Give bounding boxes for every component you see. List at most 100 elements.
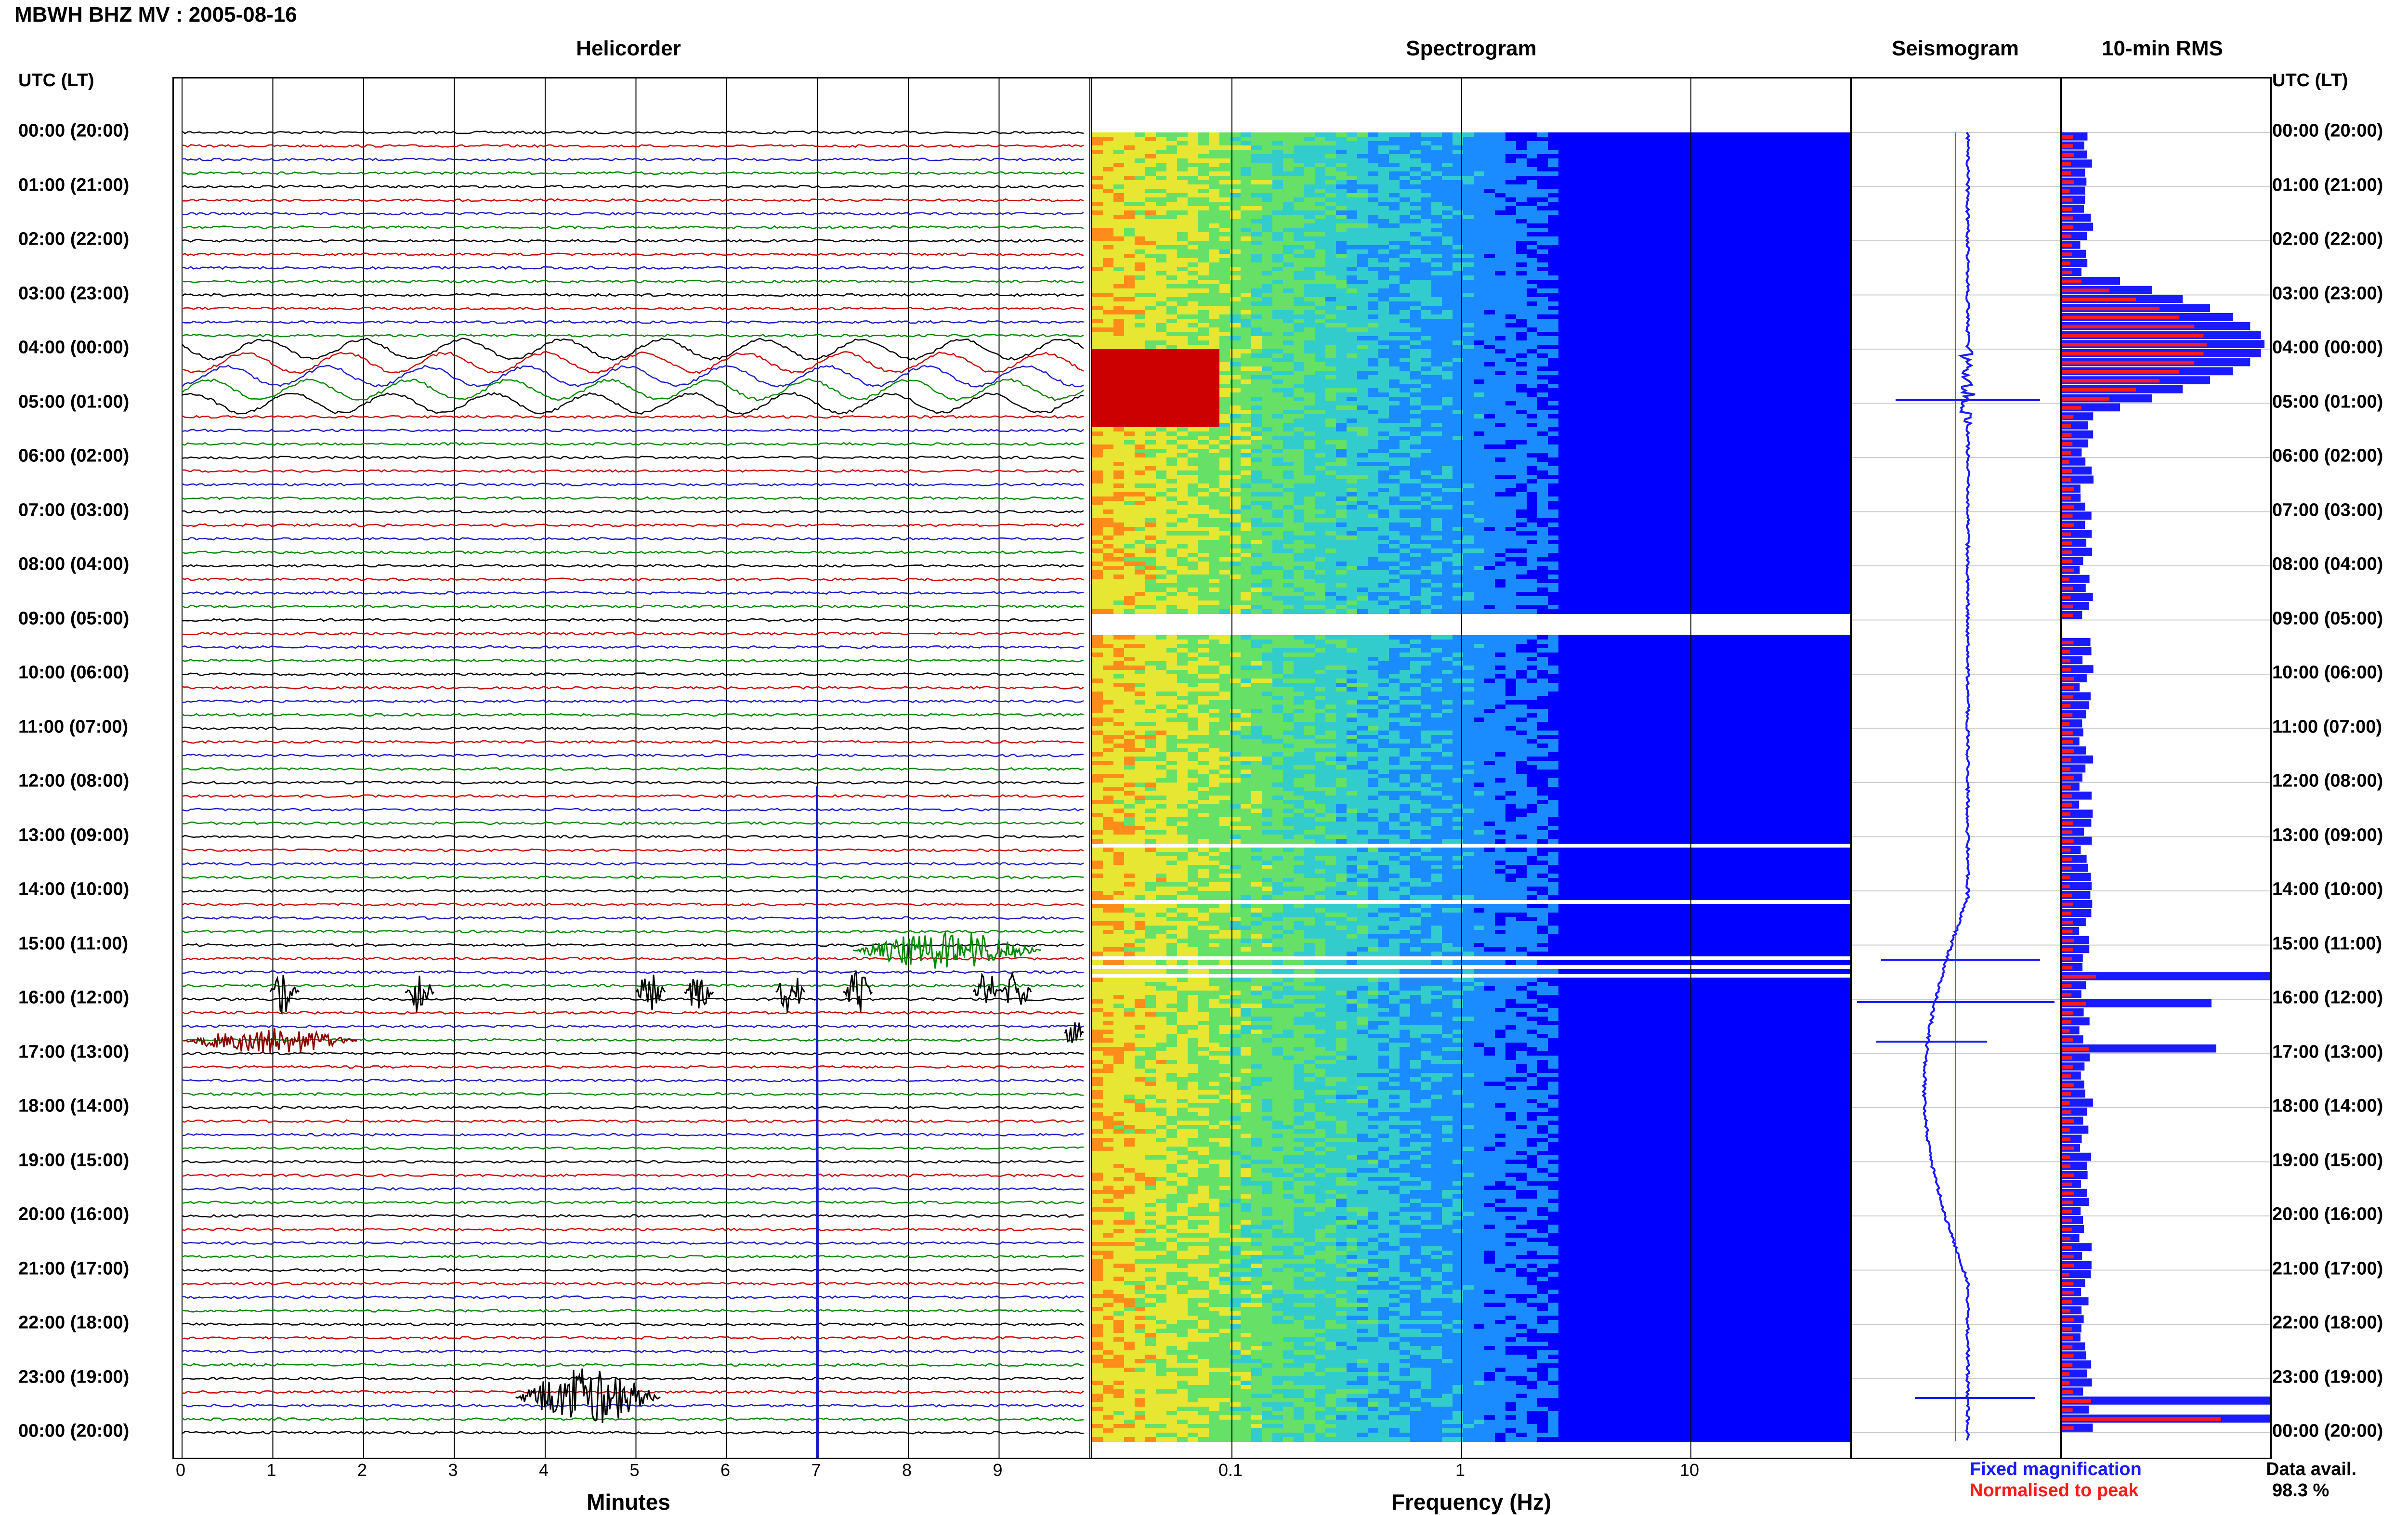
spectrogram-cell	[1421, 293, 1432, 298]
spectrogram-cell	[1177, 405, 1188, 410]
spectrogram-cell	[1209, 232, 1220, 237]
spectrogram-cell	[1834, 327, 1845, 332]
spectrogram-cell	[1113, 223, 1125, 228]
spectrogram-cell	[1675, 323, 1686, 328]
spectrogram-cell	[1527, 293, 1538, 298]
spectrogram-cell	[1601, 410, 1612, 415]
spectrogram-cell	[1474, 219, 1485, 224]
spectrogram-cell	[1527, 392, 1538, 397]
spectrogram-cell	[1145, 310, 1156, 315]
spectrogram-cell	[1792, 392, 1803, 397]
spectrogram-cell	[1219, 384, 1230, 389]
spectrogram-cell	[1368, 401, 1379, 406]
spectrogram-cell	[1601, 228, 1612, 233]
spectrogram-cell	[1304, 232, 1315, 237]
spectrogram-cell	[1505, 245, 1517, 250]
spectrogram-cell	[1389, 241, 1400, 246]
spectrogram-cell	[1717, 197, 1728, 202]
spectrogram-cell	[1527, 375, 1538, 380]
spectrogram-cell	[1527, 262, 1538, 267]
spectrogram-cell	[1410, 228, 1421, 233]
spectrogram-cell	[1770, 336, 1781, 341]
spectrogram-cell	[1580, 141, 1591, 146]
spectrogram-cell	[1177, 167, 1188, 172]
spectrogram-cell	[1580, 210, 1591, 215]
spectrogram-cell	[1198, 171, 1209, 176]
spectrogram-cell	[1188, 332, 1199, 337]
spectrogram-cell	[1675, 405, 1686, 410]
spectrogram-cell	[1622, 284, 1633, 289]
spectrogram-cell	[1294, 137, 1305, 142]
spectrogram-cell	[1792, 410, 1803, 415]
spectrogram-cell	[1749, 271, 1760, 276]
spectrogram-cell	[1463, 340, 1474, 345]
spectrogram-cell	[1474, 288, 1485, 293]
spectrogram-cell	[1198, 132, 1209, 137]
spectrogram-cell	[1410, 336, 1421, 341]
helicorder-trace	[182, 1350, 1084, 1353]
spectrogram-cell	[1304, 193, 1315, 198]
spectrogram-cell	[1400, 180, 1411, 185]
spectrogram-cell	[1145, 267, 1156, 272]
spectrogram-cell	[1241, 132, 1252, 137]
spectrogram-cell	[1378, 197, 1389, 202]
spectrogram-cell	[1431, 167, 1442, 172]
spectrogram-cell	[1315, 401, 1326, 406]
spectrogram-cell	[1696, 362, 1707, 367]
spectrogram-cell	[1113, 353, 1125, 358]
spectrogram-cell	[1357, 284, 1368, 289]
spectrogram-cell	[1304, 327, 1315, 332]
spectrogram-cell	[1739, 319, 1750, 324]
spectrogram-cell	[1622, 336, 1633, 341]
spectrogram-cell	[1166, 388, 1178, 393]
spectrogram-cell	[1527, 210, 1538, 215]
spectrogram-cell	[1728, 275, 1739, 280]
spectrogram-cell	[1251, 388, 1262, 393]
spectrogram-cell	[1558, 414, 1570, 419]
spectrogram-cell	[1845, 145, 1850, 150]
spectrogram-cell	[1103, 197, 1114, 202]
spectrogram-cell	[1548, 197, 1559, 202]
spectrogram-cell	[1219, 163, 1230, 168]
spectrogram-cell	[1717, 202, 1728, 207]
spectrogram-cell	[1728, 228, 1739, 233]
spectrogram-cell	[1505, 371, 1517, 376]
spectrogram-cell	[1283, 245, 1294, 250]
spectrogram-cell	[1834, 141, 1845, 146]
spectrogram-cell	[1654, 245, 1665, 250]
spectrogram-cell	[1166, 293, 1178, 298]
spectrogram-cell	[1813, 132, 1824, 137]
spectrogram-cell	[1580, 249, 1591, 254]
spectrogram-cell	[1622, 414, 1633, 419]
spectrogram-cell	[1389, 236, 1400, 241]
spectrogram-cell	[1569, 280, 1580, 285]
spectrogram-cell	[1463, 275, 1474, 280]
spectrogram-cell	[1156, 401, 1167, 406]
spectrogram-cell	[1643, 306, 1654, 311]
spectrogram-cell	[1781, 314, 1792, 319]
spectrogram-cell	[1294, 388, 1305, 393]
spectrogram-cell	[1209, 392, 1220, 397]
spectrogram-cell	[1770, 262, 1781, 267]
spectrogram-cell	[1325, 202, 1336, 207]
spectrogram-cell	[1845, 210, 1850, 215]
spectrogram-cell	[1749, 306, 1760, 311]
spectrogram-cell	[1558, 137, 1570, 142]
spectrogram-cell	[1717, 154, 1728, 159]
spectrogram-cell	[1145, 362, 1156, 367]
spectrogram-cell	[1198, 293, 1209, 298]
spectrogram-cell	[1219, 275, 1230, 280]
spectrogram-cell	[1400, 236, 1411, 241]
spectrogram-cell	[1463, 310, 1474, 315]
spectrogram-cell	[1823, 306, 1834, 311]
spectrogram-cell	[1283, 236, 1294, 241]
spectrogram-cell	[1813, 375, 1824, 380]
spectrogram-cell	[1283, 193, 1294, 198]
spectrogram-cell	[1527, 358, 1538, 363]
spectrogram-cell	[1315, 223, 1326, 228]
spectrogram-cell	[1739, 401, 1750, 406]
spectrogram-cell	[1188, 236, 1199, 241]
spectrogram-cell	[1145, 410, 1156, 415]
spectrogram-cell	[1749, 193, 1760, 198]
spectrogram-cell	[1633, 258, 1644, 263]
